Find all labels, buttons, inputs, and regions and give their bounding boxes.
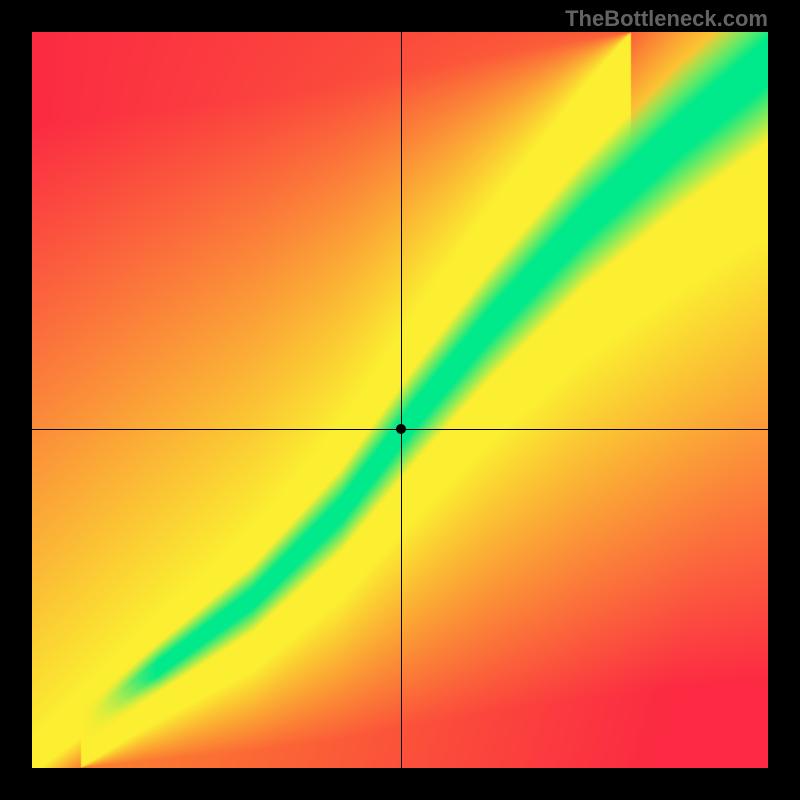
marker-dot: [396, 424, 406, 434]
heatmap-canvas: [32, 32, 768, 768]
watermark-text: TheBottleneck.com: [565, 6, 768, 32]
crosshair-vertical: [401, 32, 402, 768]
heatmap-plot: [32, 32, 768, 768]
